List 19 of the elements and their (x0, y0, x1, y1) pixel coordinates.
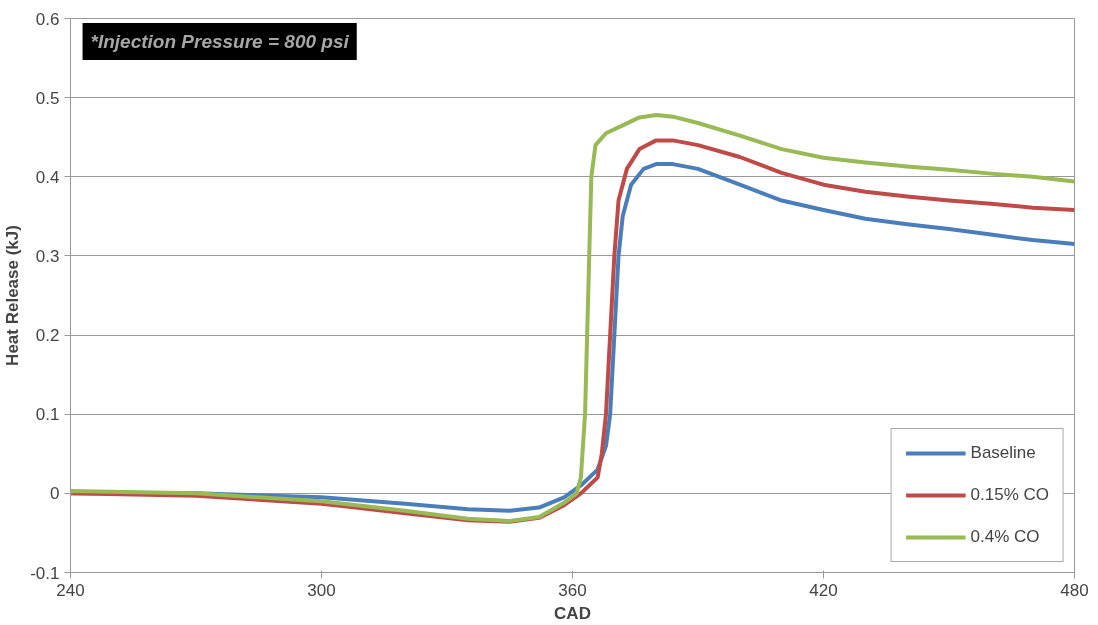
y-tick-label: 0.6 (35, 9, 60, 29)
x-tick-label: 300 (307, 580, 336, 600)
y-tick-label: 0.1 (35, 405, 60, 425)
legend-label: Baseline (970, 443, 1036, 463)
y-tick-label: 0.5 (35, 88, 60, 108)
x-axis-title: CAD (554, 603, 591, 623)
x-tick-label: 360 (558, 580, 587, 600)
x-tick-label: 240 (56, 580, 85, 600)
annotation: *Injection Pressure = 800 psi (90, 31, 350, 53)
y-tick-label: 0 (50, 484, 60, 504)
x-tick-label: 480 (1060, 580, 1089, 600)
legend-label: 0.4% CO (970, 527, 1040, 547)
y-tick-label: 0.4 (35, 167, 60, 187)
y-tick-label: 0.3 (35, 246, 60, 266)
y-tick-label: -0.1 (30, 563, 60, 583)
y-tick-label: 0.2 (35, 326, 60, 346)
y-axis-title: Heat Release (kJ) (3, 225, 23, 366)
x-tick-label: 420 (809, 580, 838, 600)
legend-label: 0.15% CO (970, 485, 1049, 505)
